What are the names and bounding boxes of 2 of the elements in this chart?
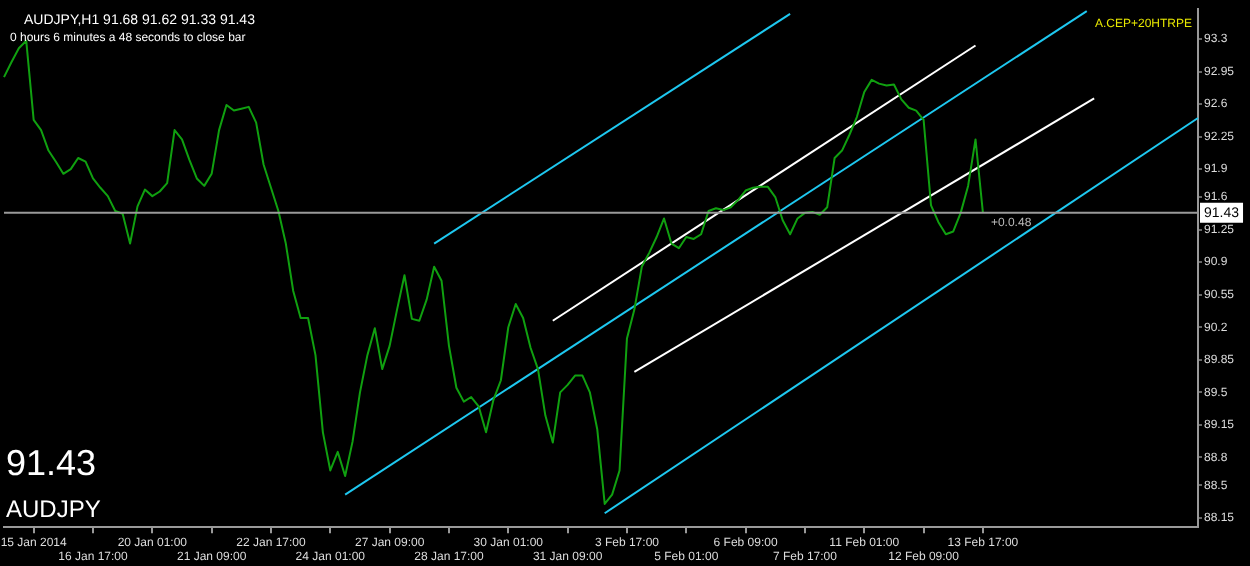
annotation: AUDJPY <box>6 495 101 524</box>
annotation: 91.43 <box>6 443 97 484</box>
